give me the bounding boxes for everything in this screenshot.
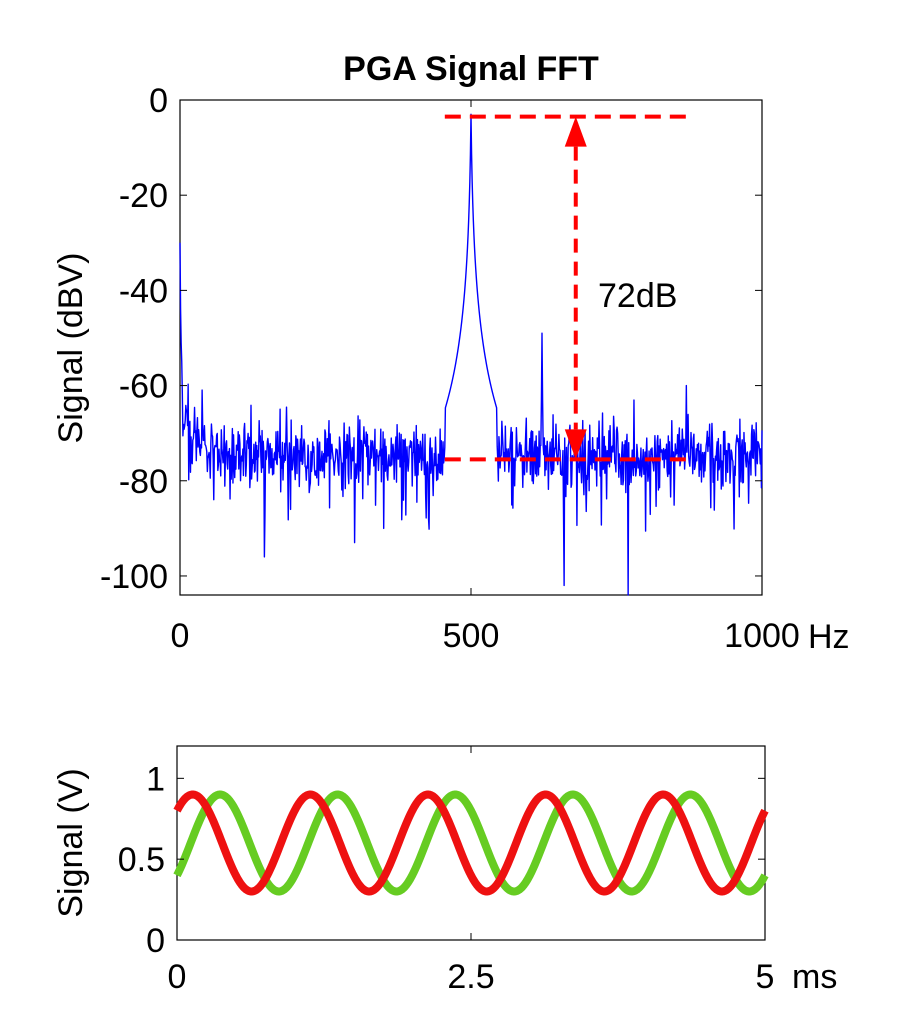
td-series-red <box>173 790 769 896</box>
td-trace-layer <box>173 790 769 896</box>
fft-x-tick-label: 500 <box>443 617 500 655</box>
fft-y-tick-label: -80 <box>119 463 168 501</box>
td-x-tick-label: 5 <box>756 958 775 996</box>
td-plot-frame <box>176 745 766 941</box>
td-y-tick-label: 0.5 <box>118 841 165 879</box>
td-y-ticks: 00.51 <box>118 760 765 960</box>
fft-y-tick-label: -60 <box>119 368 168 406</box>
td-x-tick-label: 2.5 <box>447 958 494 996</box>
fft-title: PGA Signal FFT <box>343 50 599 88</box>
fft-y-tick-label: -20 <box>119 177 168 215</box>
td-y-axis-label: Signal (V) <box>52 768 90 917</box>
time-domain-chart: 00.51 0 2.5 5 ms Signal (V) <box>52 745 837 996</box>
td-x-ticks: 0 2.5 5 <box>168 746 775 996</box>
fft-x-ticks: 0 500 1000 <box>171 100 800 655</box>
fft-trace-layer <box>179 113 763 596</box>
fft-y-tick-label: -40 <box>119 272 168 310</box>
fft-annotation-arrowhead-up <box>564 116 587 147</box>
fft-y-axis-label: Signal (dBV) <box>52 253 90 444</box>
fft-y-ticks: 0 -20 -40 -60 -80 -100 <box>100 82 762 596</box>
fft-x-unit: Hz <box>808 618 850 656</box>
td-x-unit: ms <box>792 958 837 996</box>
fft-y-tick-label: -100 <box>100 558 168 596</box>
td-x-tick-label: 0 <box>168 958 187 996</box>
fft-series-line <box>179 113 763 596</box>
fft-chart: PGA Signal FFT 0 -20 -40 -60 -80 -100 0 500 100… <box>52 50 850 656</box>
fft-annotation-72db: 72dB <box>598 277 677 315</box>
fft-x-tick-label: 0 <box>171 617 190 655</box>
fft-y-tick-label: 0 <box>149 82 168 120</box>
fft-annotation-arrowhead-down <box>564 429 587 460</box>
fft-plot-frame <box>179 99 763 596</box>
td-y-tick-label: 0 <box>146 922 165 960</box>
td-series-green <box>173 790 769 896</box>
td-y-tick-label: 1 <box>146 760 165 798</box>
fft-annotation-layer <box>444 114 690 462</box>
fft-x-tick-label: 1000 <box>724 617 800 655</box>
